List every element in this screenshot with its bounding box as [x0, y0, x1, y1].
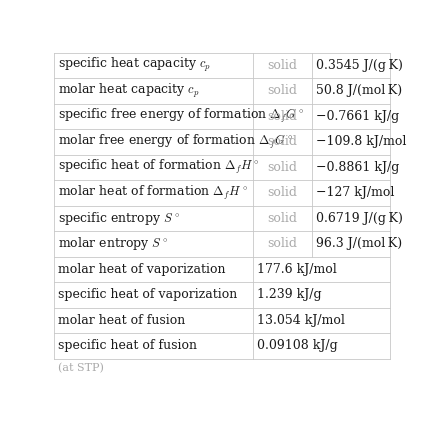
Text: solid: solid: [267, 85, 297, 97]
Text: molar entropy $S^\circ$: molar entropy $S^\circ$: [58, 235, 169, 252]
Text: −127 kJ/mol: −127 kJ/mol: [316, 187, 394, 199]
Text: 1.239 kJ/g: 1.239 kJ/g: [257, 289, 322, 301]
Text: solid: solid: [267, 212, 297, 225]
Text: specific heat capacity $c_p$: specific heat capacity $c_p$: [58, 57, 211, 74]
Text: molar heat capacity $c_p$: molar heat capacity $c_p$: [58, 82, 200, 100]
Text: 177.6 kJ/mol: 177.6 kJ/mol: [257, 263, 337, 276]
Text: 50.8 J/(mol K): 50.8 J/(mol K): [316, 85, 402, 97]
Text: 0.09108 kJ/g: 0.09108 kJ/g: [257, 340, 338, 352]
Text: 0.6719 J/(g K): 0.6719 J/(g K): [316, 212, 403, 225]
Text: specific heat of fusion: specific heat of fusion: [58, 340, 197, 352]
Text: molar heat of fusion: molar heat of fusion: [58, 314, 186, 327]
Text: solid: solid: [267, 59, 297, 72]
Text: −109.8 kJ/mol: −109.8 kJ/mol: [316, 136, 406, 148]
Text: 0.3545 J/(g K): 0.3545 J/(g K): [316, 59, 403, 72]
Text: specific heat of vaporization: specific heat of vaporization: [58, 289, 238, 301]
Text: molar free energy of formation $\Delta_f G^\circ$: molar free energy of formation $\Delta_f…: [58, 133, 294, 151]
Text: −0.8861 kJ/g: −0.8861 kJ/g: [316, 161, 399, 174]
Text: solid: solid: [267, 136, 297, 148]
Text: 13.054 kJ/mol: 13.054 kJ/mol: [257, 314, 345, 327]
Text: solid: solid: [267, 187, 297, 199]
Text: specific entropy $S^\circ$: specific entropy $S^\circ$: [58, 210, 181, 227]
Text: solid: solid: [267, 110, 297, 123]
Text: (at STP): (at STP): [58, 363, 104, 374]
Text: specific heat of formation $\Delta_f H^\circ$: specific heat of formation $\Delta_f H^\…: [58, 159, 260, 176]
Text: molar heat of vaporization: molar heat of vaporization: [58, 263, 226, 276]
Text: specific free energy of formation $\Delta_f G^\circ$: specific free energy of formation $\Delt…: [58, 108, 305, 125]
Text: molar heat of formation $\Delta_f H^\circ$: molar heat of formation $\Delta_f H^\cir…: [58, 184, 249, 202]
Text: 96.3 J/(mol K): 96.3 J/(mol K): [316, 238, 402, 250]
Text: solid: solid: [267, 238, 297, 250]
Text: solid: solid: [267, 161, 297, 174]
Text: −0.7661 kJ/g: −0.7661 kJ/g: [316, 110, 399, 123]
